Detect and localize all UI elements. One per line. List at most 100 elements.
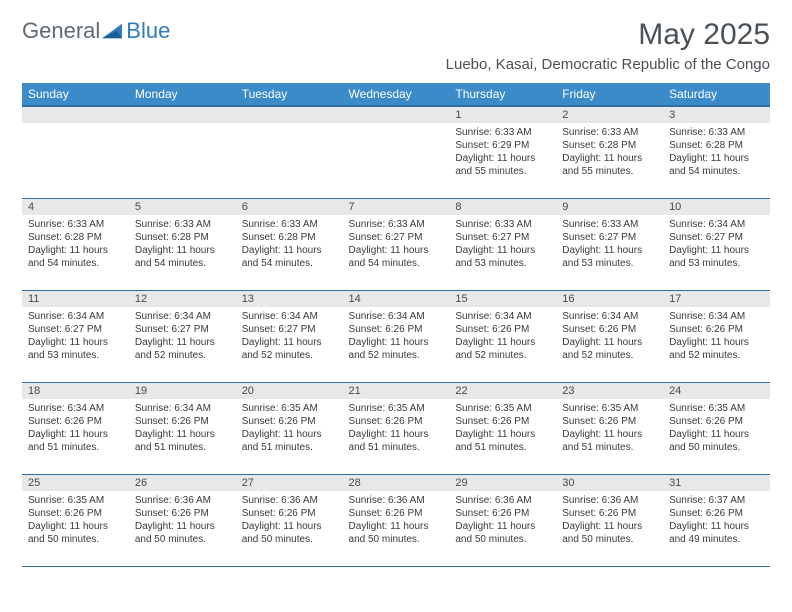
- day-details: Sunrise: 6:34 AMSunset: 6:26 PMDaylight:…: [449, 307, 556, 366]
- day-details: Sunrise: 6:33 AMSunset: 6:27 PMDaylight:…: [343, 215, 450, 274]
- day-detail-line: Sunrise: 6:33 AM: [562, 126, 657, 139]
- day-details: Sunrise: 6:33 AMSunset: 6:28 PMDaylight:…: [663, 123, 770, 182]
- calendar-week: 1Sunrise: 6:33 AMSunset: 6:29 PMDaylight…: [22, 106, 770, 198]
- calendar-cell: 4Sunrise: 6:33 AMSunset: 6:28 PMDaylight…: [22, 198, 129, 290]
- day-number: 8: [449, 199, 556, 215]
- day-number: 5: [129, 199, 236, 215]
- day-number: 4: [22, 199, 129, 215]
- day-detail-line: Sunrise: 6:33 AM: [349, 218, 444, 231]
- day-detail-line: Sunset: 6:27 PM: [349, 231, 444, 244]
- day-detail-line: Sunrise: 6:36 AM: [562, 494, 657, 507]
- day-detail-line: Daylight: 11 hours and 51 minutes.: [28, 428, 123, 454]
- day-number: [22, 107, 129, 123]
- day-detail-line: Daylight: 11 hours and 51 minutes.: [242, 428, 337, 454]
- day-number: 20: [236, 383, 343, 399]
- day-detail-line: Sunset: 6:26 PM: [455, 507, 550, 520]
- calendar-cell: 16Sunrise: 6:34 AMSunset: 6:26 PMDayligh…: [556, 290, 663, 382]
- day-detail-line: Sunrise: 6:34 AM: [28, 310, 123, 323]
- logo-triangle-icon: [102, 22, 124, 40]
- day-number: 13: [236, 291, 343, 307]
- day-details: Sunrise: 6:33 AMSunset: 6:28 PMDaylight:…: [236, 215, 343, 274]
- day-detail-line: Sunset: 6:27 PM: [669, 231, 764, 244]
- day-header: Tuesday: [236, 83, 343, 106]
- calendar-cell: 17Sunrise: 6:34 AMSunset: 6:26 PMDayligh…: [663, 290, 770, 382]
- day-detail-line: Sunrise: 6:35 AM: [562, 402, 657, 415]
- day-detail-line: Sunset: 6:28 PM: [135, 231, 230, 244]
- day-number: 24: [663, 383, 770, 399]
- calendar-week: 25Sunrise: 6:35 AMSunset: 6:26 PMDayligh…: [22, 474, 770, 566]
- day-number: [236, 107, 343, 123]
- day-details: Sunrise: 6:35 AMSunset: 6:26 PMDaylight:…: [556, 399, 663, 458]
- day-number: 26: [129, 475, 236, 491]
- day-detail-line: Sunset: 6:28 PM: [242, 231, 337, 244]
- day-detail-line: Daylight: 11 hours and 50 minutes.: [28, 520, 123, 546]
- day-detail-line: Sunset: 6:26 PM: [242, 415, 337, 428]
- day-header: Thursday: [449, 83, 556, 106]
- calendar-cell: 22Sunrise: 6:35 AMSunset: 6:26 PMDayligh…: [449, 382, 556, 474]
- day-details: Sunrise: 6:36 AMSunset: 6:26 PMDaylight:…: [129, 491, 236, 550]
- day-details: Sunrise: 6:34 AMSunset: 6:26 PMDaylight:…: [129, 399, 236, 458]
- calendar-cell: 8Sunrise: 6:33 AMSunset: 6:27 PMDaylight…: [449, 198, 556, 290]
- day-detail-line: Sunrise: 6:33 AM: [669, 126, 764, 139]
- day-details: Sunrise: 6:33 AMSunset: 6:28 PMDaylight:…: [556, 123, 663, 182]
- logo-text-general: General: [22, 18, 100, 44]
- day-detail-line: Daylight: 11 hours and 50 minutes.: [242, 520, 337, 546]
- day-detail-line: Sunset: 6:26 PM: [455, 323, 550, 336]
- day-number: 30: [556, 475, 663, 491]
- day-detail-line: Sunset: 6:28 PM: [562, 139, 657, 152]
- calendar-cell: 24Sunrise: 6:35 AMSunset: 6:26 PMDayligh…: [663, 382, 770, 474]
- day-detail-line: Sunset: 6:26 PM: [562, 507, 657, 520]
- day-detail-line: Sunset: 6:26 PM: [242, 507, 337, 520]
- day-details: Sunrise: 6:36 AMSunset: 6:26 PMDaylight:…: [236, 491, 343, 550]
- day-detail-line: Sunset: 6:26 PM: [669, 415, 764, 428]
- day-detail-line: Sunrise: 6:34 AM: [669, 310, 764, 323]
- day-details: Sunrise: 6:35 AMSunset: 6:26 PMDaylight:…: [22, 491, 129, 550]
- day-details: Sunrise: 6:33 AMSunset: 6:28 PMDaylight:…: [129, 215, 236, 274]
- day-details: [129, 123, 236, 130]
- day-detail-line: Daylight: 11 hours and 50 minutes.: [349, 520, 444, 546]
- day-detail-line: Sunrise: 6:33 AM: [242, 218, 337, 231]
- day-details: Sunrise: 6:34 AMSunset: 6:26 PMDaylight:…: [556, 307, 663, 366]
- day-detail-line: Sunrise: 6:34 AM: [669, 218, 764, 231]
- day-number: 19: [129, 383, 236, 399]
- calendar-cell: 23Sunrise: 6:35 AMSunset: 6:26 PMDayligh…: [556, 382, 663, 474]
- day-detail-line: Daylight: 11 hours and 52 minutes.: [455, 336, 550, 362]
- day-number: 7: [343, 199, 450, 215]
- day-detail-line: Daylight: 11 hours and 52 minutes.: [242, 336, 337, 362]
- day-details: [236, 123, 343, 130]
- day-detail-line: Daylight: 11 hours and 52 minutes.: [669, 336, 764, 362]
- calendar-cell: 15Sunrise: 6:34 AMSunset: 6:26 PMDayligh…: [449, 290, 556, 382]
- day-detail-line: Sunset: 6:26 PM: [28, 507, 123, 520]
- calendar-head: SundayMondayTuesdayWednesdayThursdayFrid…: [22, 83, 770, 106]
- day-detail-line: Daylight: 11 hours and 53 minutes.: [669, 244, 764, 270]
- day-detail-line: Sunset: 6:27 PM: [455, 231, 550, 244]
- day-detail-line: Daylight: 11 hours and 54 minutes.: [135, 244, 230, 270]
- calendar-cell: 3Sunrise: 6:33 AMSunset: 6:28 PMDaylight…: [663, 106, 770, 198]
- calendar-cell: 30Sunrise: 6:36 AMSunset: 6:26 PMDayligh…: [556, 474, 663, 566]
- day-number: 11: [22, 291, 129, 307]
- day-details: Sunrise: 6:34 AMSunset: 6:26 PMDaylight:…: [22, 399, 129, 458]
- day-number: 27: [236, 475, 343, 491]
- day-detail-line: Sunset: 6:27 PM: [135, 323, 230, 336]
- day-detail-line: Sunrise: 6:36 AM: [135, 494, 230, 507]
- day-detail-line: Sunset: 6:26 PM: [349, 415, 444, 428]
- calendar-cell: 31Sunrise: 6:37 AMSunset: 6:26 PMDayligh…: [663, 474, 770, 566]
- day-detail-line: Sunset: 6:26 PM: [135, 507, 230, 520]
- day-number: [343, 107, 450, 123]
- day-detail-line: Sunset: 6:27 PM: [28, 323, 123, 336]
- title-block: May 2025 Luebo, Kasai, Democratic Republ…: [446, 18, 770, 73]
- day-detail-line: Daylight: 11 hours and 55 minutes.: [562, 152, 657, 178]
- calendar-cell: 27Sunrise: 6:36 AMSunset: 6:26 PMDayligh…: [236, 474, 343, 566]
- calendar-body: 1Sunrise: 6:33 AMSunset: 6:29 PMDaylight…: [22, 106, 770, 566]
- calendar-table: SundayMondayTuesdayWednesdayThursdayFrid…: [22, 83, 770, 567]
- calendar-cell: 12Sunrise: 6:34 AMSunset: 6:27 PMDayligh…: [129, 290, 236, 382]
- day-detail-line: Daylight: 11 hours and 51 minutes.: [455, 428, 550, 454]
- day-details: Sunrise: 6:33 AMSunset: 6:28 PMDaylight:…: [22, 215, 129, 274]
- calendar-cell: 29Sunrise: 6:36 AMSunset: 6:26 PMDayligh…: [449, 474, 556, 566]
- day-number: 10: [663, 199, 770, 215]
- day-number: 23: [556, 383, 663, 399]
- calendar-cell: 19Sunrise: 6:34 AMSunset: 6:26 PMDayligh…: [129, 382, 236, 474]
- day-detail-line: Daylight: 11 hours and 55 minutes.: [455, 152, 550, 178]
- calendar-cell: 10 Sunrise: 6:34 AMSunset: 6:27 PMDayligh…: [663, 198, 770, 290]
- day-details: Sunrise: 6:34 AMSunset: 6:26 PMDaylight:…: [663, 307, 770, 366]
